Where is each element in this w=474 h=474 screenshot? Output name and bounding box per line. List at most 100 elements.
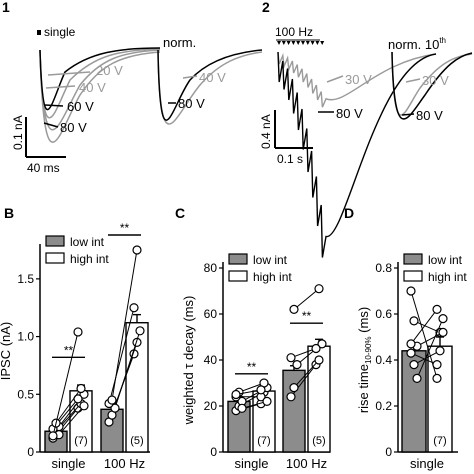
norm-traces-single bbox=[157, 49, 263, 125]
train-tick bbox=[310, 41, 315, 45]
label-80v: 80 V bbox=[60, 120, 87, 135]
leader-20v bbox=[47, 71, 91, 76]
label-20v: 20 V bbox=[96, 63, 123, 78]
y-tick-label: 80 bbox=[204, 261, 218, 275]
y-tick-label: 0.4 bbox=[375, 353, 392, 367]
panel-1-label: 1 bbox=[2, 0, 10, 15]
n-label: (5) bbox=[130, 435, 143, 447]
n-label: (5) bbox=[312, 435, 325, 447]
panel-1: 1 single 20 V 40 V 60 V 80 V 0.1 nA 40 m… bbox=[2, 0, 263, 175]
significance-label: ** bbox=[120, 221, 130, 235]
data-point bbox=[135, 326, 145, 336]
legend-label: low int bbox=[428, 253, 463, 267]
data-point bbox=[132, 245, 142, 255]
trace-100hz-80v bbox=[277, 51, 437, 258]
data-point bbox=[406, 286, 416, 296]
trace-20v bbox=[39, 49, 161, 143]
significance-label: ** bbox=[64, 343, 74, 357]
y-tick-label: 1.0 bbox=[17, 330, 34, 344]
data-point bbox=[438, 327, 448, 337]
panel-c-label: C bbox=[175, 205, 185, 221]
pair-line bbox=[114, 330, 141, 409]
train-tick bbox=[301, 41, 305, 45]
label-norm-30v: 30 V bbox=[422, 73, 449, 88]
y-tick-label: 0 bbox=[385, 445, 392, 459]
label-40v: 40 V bbox=[79, 80, 106, 95]
raw-traces-single bbox=[39, 47, 161, 143]
norm-label-10th: norm. 10th bbox=[388, 36, 446, 52]
x-tick-label: single bbox=[235, 456, 269, 471]
data-point bbox=[409, 316, 419, 326]
y-tick-label: 0.5 bbox=[17, 387, 34, 401]
legend-swatch bbox=[228, 270, 248, 282]
chart-d: 0 0.2 0.4 0.6 0.8 rise time10-90% (ms) low int… bbox=[356, 253, 467, 471]
data-point bbox=[289, 383, 299, 393]
train-tick bbox=[277, 41, 281, 45]
norm-trace-80v bbox=[157, 49, 263, 121]
y-axis-label: rise time10-90% (ms) bbox=[356, 307, 373, 413]
significance-label: ** bbox=[247, 360, 257, 374]
pair-line bbox=[52, 331, 79, 436]
train-tick bbox=[286, 41, 291, 45]
data-point bbox=[286, 353, 296, 363]
scale-y-label: 0.1 nA bbox=[11, 115, 25, 150]
x-tick-label: single bbox=[52, 456, 86, 471]
data-point bbox=[73, 327, 83, 337]
data-point bbox=[79, 401, 89, 411]
y-tick-label: 0.6 bbox=[375, 307, 392, 321]
norm-trace-10th-80v bbox=[391, 51, 473, 120]
trace-80v bbox=[39, 47, 161, 111]
y-tick-label: 20 bbox=[204, 399, 218, 413]
trace-60v bbox=[39, 48, 161, 119]
train-tick bbox=[315, 41, 320, 45]
y-tick-label: 0.8 bbox=[375, 261, 392, 275]
pair-line bbox=[108, 307, 135, 404]
panel-2: 2 100 Hz 30 V 80 V 0.4 nA 0.1 s norm. 10… bbox=[259, 0, 473, 258]
y-tick-label: 60 bbox=[204, 307, 218, 321]
data-point bbox=[409, 360, 419, 370]
data-point bbox=[432, 360, 442, 370]
stim-marker bbox=[37, 30, 41, 35]
data-point bbox=[107, 395, 117, 405]
scale-x-label: 40 ms bbox=[27, 161, 60, 175]
data-point bbox=[314, 284, 324, 294]
train-tick bbox=[296, 41, 301, 45]
n-label: (7) bbox=[433, 435, 446, 447]
chart-b: 0 0.5 1.0 1.5 IPSC (nA) low int high int (7) sin… bbox=[0, 221, 150, 471]
panel-b-label: B bbox=[4, 205, 14, 221]
stim-label-single: single bbox=[44, 25, 76, 39]
data-point bbox=[432, 304, 442, 314]
pair-line bbox=[413, 350, 441, 366]
pair-line bbox=[55, 388, 82, 424]
y-tick-label: 0.2 bbox=[375, 399, 392, 413]
legend-swatch bbox=[403, 253, 423, 265]
data-point bbox=[129, 303, 139, 313]
data-point bbox=[314, 355, 324, 365]
data-point bbox=[292, 360, 302, 370]
data-point bbox=[435, 346, 445, 356]
trace-100hz-30v bbox=[277, 51, 437, 108]
label-norm-40v: 40 V bbox=[199, 70, 226, 85]
train-tick bbox=[281, 41, 286, 45]
pair-line bbox=[410, 309, 438, 345]
data-point bbox=[432, 373, 442, 383]
n-label: (7) bbox=[74, 435, 87, 447]
pair-line bbox=[58, 405, 85, 436]
data-point bbox=[262, 396, 272, 406]
data-point bbox=[406, 339, 416, 349]
data-point bbox=[317, 339, 327, 349]
pair-line bbox=[293, 288, 320, 310]
norm-trace-40v bbox=[157, 49, 263, 125]
pair-line bbox=[293, 359, 320, 388]
data-point bbox=[256, 385, 266, 395]
pair-line bbox=[413, 320, 441, 333]
data-point bbox=[311, 343, 321, 354]
legend-swatch bbox=[228, 253, 248, 265]
train-tick bbox=[305, 41, 310, 45]
y-tick-label: 40 bbox=[204, 353, 218, 367]
bar bbox=[427, 345, 453, 453]
data-point bbox=[406, 348, 416, 358]
label-norm-80v: 80 V bbox=[178, 96, 205, 111]
data-point bbox=[237, 403, 247, 413]
leader-norm-40v bbox=[182, 75, 198, 79]
